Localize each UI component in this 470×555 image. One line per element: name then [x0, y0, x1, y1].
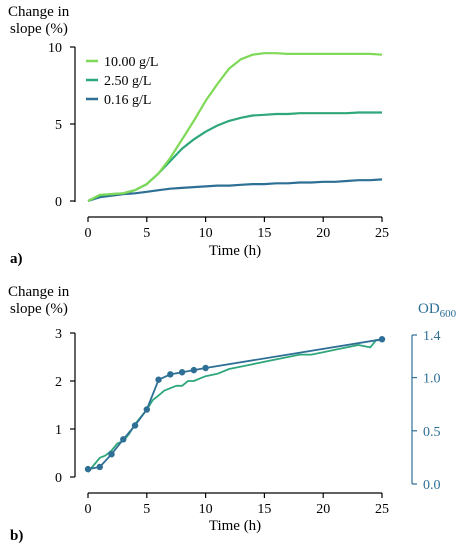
panel-b-od-point	[143, 406, 150, 413]
legend-entry-2: 2.50 g/L	[86, 74, 151, 89]
legend-label-3: 0.16 g/L	[104, 93, 151, 108]
panel-b-y-ticks-right: 0.0 0.5 1.0 1.4	[412, 329, 441, 493]
panel-a-ylabel-line1: Change in	[8, 4, 70, 20]
panel-b-ylabel-line1: Change in	[8, 284, 70, 300]
panel-b-od-point	[131, 422, 139, 429]
panel-b-od-point	[190, 366, 198, 374]
panel-b-xtick-label: 15	[257, 502, 271, 517]
panel-b-od-point	[155, 376, 162, 383]
panel-b-xtick-label: 5	[143, 502, 150, 517]
panel-b-series-line-1	[87, 339, 382, 473]
panel-b-ytick-right-label: 0.5	[423, 425, 441, 440]
legend-entry-1: 10.00 g/L	[86, 55, 158, 70]
panel-b-od-point	[96, 463, 103, 471]
panel-b-series-line-2	[87, 338, 383, 470]
panel-a-ytick-label: 10	[48, 41, 62, 56]
panel-a-y-ticks: 0 5 10	[48, 41, 75, 210]
panel-b-ytick-right-label: 1.4	[423, 329, 441, 344]
panel-a-legend: 10.00 g/L 2.50 g/L 0.16 g/L	[86, 55, 158, 108]
panel-a-ytick-label: 0	[55, 195, 62, 210]
panel-b-ylabel-right-sub: 600	[440, 308, 457, 320]
panel-b-ylabel-right: OD600	[418, 301, 457, 320]
panel-b-series	[84, 336, 386, 473]
panel-b-ytick-right-label: 1.0	[423, 372, 441, 387]
legend-label-2: 2.50 g/L	[104, 74, 151, 89]
panel-a-series-line-2	[87, 111, 382, 203]
panel-a-xtick-label: 5	[143, 226, 150, 241]
panel-b-ylabel-line2: slope (%)	[10, 301, 68, 317]
panel-a-xtick-label: 10	[199, 226, 213, 241]
panel-a-ytick-label: 5	[55, 118, 62, 133]
panel-b-od-point	[108, 451, 115, 458]
panel-b-ytick-label: 1	[55, 423, 62, 438]
panel-b-xlabel: Time (h)	[209, 518, 261, 534]
panel-b-ytick-label: 2	[55, 375, 62, 390]
panel-b-x-ticks: 0 5 10 15 20 25	[85, 493, 389, 517]
panel-a-x-ticks: 0 5 10 15 20 25	[85, 217, 389, 241]
panel-b-ytick-label: 0	[55, 471, 62, 486]
panel-b-xtick-label: 10	[199, 502, 213, 517]
panel-a-label: a)	[10, 251, 23, 267]
panel-b-ytick-right-label: 0.0	[423, 478, 441, 493]
panel-b-ylabel-right-main: OD	[418, 301, 440, 317]
panel-a-xtick-label: 20	[316, 226, 330, 241]
panel-b-xtick-label: 20	[316, 502, 330, 517]
panel-a-xtick-label: 15	[257, 226, 271, 241]
panel-b-label: b)	[10, 528, 23, 544]
panel-a-xtick-label: 0	[85, 226, 92, 241]
panel-a-ylabel-line2: slope (%)	[10, 21, 68, 37]
panel-b-xtick-label: 25	[375, 502, 389, 517]
panel-b: Change in slope (%) OD600 0 1 2 3 0.0 0.5 1.0…	[8, 284, 457, 544]
legend-label-1: 10.00 g/L	[104, 55, 158, 70]
panel-a-series	[87, 52, 383, 203]
panel-a-series-line-3	[87, 178, 383, 203]
panel-b-xtick-label: 0	[85, 502, 92, 517]
panel-b-od-point	[378, 336, 386, 343]
panel-b-od-point	[178, 369, 186, 376]
legend-entry-3: 0.16 g/L	[86, 93, 151, 108]
panel-a-xlabel: Time (h)	[209, 243, 261, 259]
panel-b-ytick-label: 3	[55, 327, 62, 342]
panel-a-series-line-1	[87, 52, 383, 202]
panel-b-od-point	[202, 364, 209, 372]
panel-b-od-point	[120, 436, 127, 443]
panel-b-y-ticks: 0 1 2 3	[55, 327, 75, 486]
panel-b-od-point	[84, 465, 92, 473]
panel-a: Change in slope (%) 0 5 10 0 5 10 15 20 25 Time…	[8, 4, 389, 267]
panel-b-od-point	[167, 371, 174, 378]
panel-a-xtick-label: 25	[375, 226, 389, 241]
